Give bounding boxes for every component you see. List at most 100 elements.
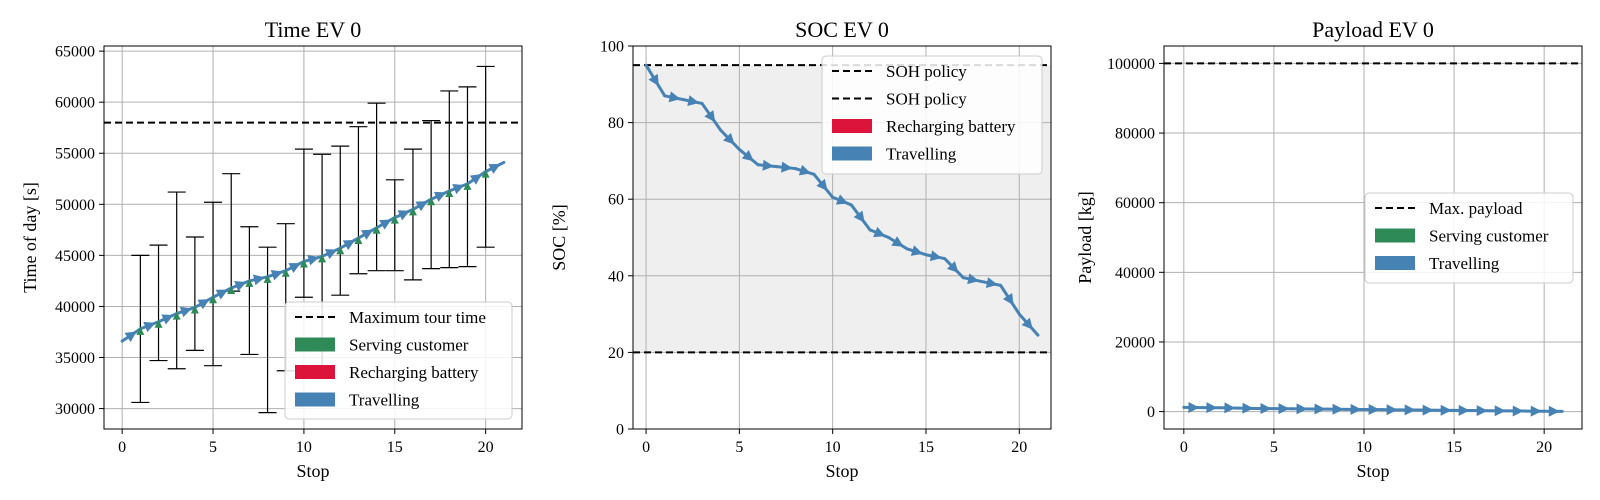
- travel-arrow: [452, 183, 465, 195]
- legend-label: Travelling: [349, 391, 420, 410]
- serve-arrow: [172, 311, 181, 320]
- legend-patch-key: [1375, 228, 1415, 243]
- travel-arrow: [967, 273, 980, 285]
- travel-arrow: [252, 274, 265, 286]
- y-axis-label: SOC [%]: [549, 204, 569, 271]
- x-axis-label: Stop: [825, 461, 858, 481]
- legend-label: Serving customer: [1429, 227, 1549, 246]
- serve-arrow: [445, 189, 454, 198]
- travel-arrow: [143, 321, 156, 333]
- travel-arrow: [270, 269, 283, 281]
- legend: Max. payload Serving customer Travelling: [1364, 192, 1574, 284]
- y-tick-label: 20: [608, 345, 624, 362]
- travel-arrow: [1002, 293, 1014, 306]
- y-tick-label: 60: [608, 192, 624, 209]
- serve-arrow: [154, 319, 163, 328]
- chart-title: Payload EV 0: [1312, 17, 1434, 42]
- y-tick-label: 100: [600, 39, 624, 56]
- travel-arrow: [179, 306, 193, 318]
- y-tick-label: 0: [1147, 404, 1155, 421]
- legend-patch-key: [1375, 256, 1415, 270]
- travel-arrow: [1188, 401, 1200, 413]
- serve-arrow: [408, 207, 417, 216]
- travel-arrow: [469, 174, 483, 185]
- travel-arrow: [1296, 403, 1308, 415]
- travel-arrow: [687, 95, 700, 107]
- travel-arrow: [488, 164, 501, 174]
- serve-arrow: [263, 274, 272, 283]
- legend-patch-key: [832, 119, 872, 133]
- travel-arrow: [161, 314, 174, 325]
- travel-arrow: [324, 249, 338, 260]
- x-tick-label: 5: [209, 439, 217, 456]
- y-tick-label: 20000: [1115, 334, 1155, 351]
- y-axis-label: Time of day [s]: [20, 182, 40, 293]
- serve-arrow: [463, 181, 472, 190]
- travel-arrow: [433, 191, 447, 202]
- travel-arrow: [1278, 403, 1290, 415]
- travel-arrow: [762, 159, 774, 171]
- travel-arrow: [704, 110, 716, 123]
- y-tick-label: 40000: [1115, 265, 1155, 282]
- serve-arrow: [427, 197, 436, 206]
- axes-frame: [1163, 45, 1583, 430]
- x-tick-label: 5: [735, 439, 743, 456]
- x-tick-label: 20: [1536, 439, 1552, 456]
- serve-arrow: [136, 326, 145, 335]
- serve-arrow: [481, 169, 490, 178]
- travel-arrow: [853, 210, 865, 223]
- x-tick-label: 20: [478, 439, 494, 456]
- x-tick-label: 15: [1446, 439, 1462, 456]
- travel-arrow: [397, 210, 410, 221]
- travel-arrow: [648, 73, 659, 87]
- y-axis-label: Payload [kg]: [1075, 191, 1095, 283]
- travel-arrow: [288, 263, 301, 273]
- travel-arrow: [1314, 403, 1326, 415]
- legend-label: SOH policy: [886, 90, 967, 109]
- travel-arrow: [1530, 405, 1542, 417]
- travel-arrow: [723, 132, 735, 145]
- x-tick-label: 0: [118, 439, 126, 456]
- travel-arrow: [946, 261, 959, 273]
- travel-arrow: [668, 91, 681, 103]
- serve-arrow: [209, 295, 218, 304]
- travel-arrow: [816, 178, 828, 191]
- legend-label: Recharging battery: [349, 363, 479, 382]
- travel-arrow: [1440, 404, 1452, 416]
- travel-arrow: [1368, 404, 1380, 416]
- x-tick-label: 10: [825, 439, 841, 456]
- serve-arrow: [190, 305, 199, 314]
- y-tick-label: 60000: [1115, 195, 1155, 212]
- travel-arrow: [835, 194, 849, 205]
- travel-arrow: [1458, 404, 1470, 416]
- travel-arrow: [781, 161, 793, 173]
- y-tick-label: 55000: [55, 146, 95, 163]
- x-axis-label: Stop: [1356, 461, 1389, 481]
- travel-arrow: [1386, 404, 1398, 416]
- chart-panel-1: 0 5 10 15 20 30000 35000 40000 45000 50000 55000 60…: [20, 17, 523, 481]
- chart-panel-3: 0 5 10 15 20 0 20000 40000 60000 80000 100000 Paylo…: [1075, 17, 1583, 481]
- travel-arrow: [234, 280, 247, 292]
- travel-arrow: [215, 289, 229, 300]
- serve-arrow: [336, 246, 345, 255]
- serve-arrow: [227, 286, 236, 295]
- y-tick-label: 45000: [55, 248, 95, 265]
- travel-arrow: [1548, 405, 1560, 417]
- travel-arrow: [360, 229, 374, 240]
- chart-title: Time EV 0: [265, 17, 362, 42]
- x-axis-label: Stop: [296, 461, 329, 481]
- legend-label: SOH policy: [886, 62, 967, 81]
- travel-arrow: [342, 239, 356, 251]
- travel-arrow: [307, 254, 320, 266]
- y-tick-label: 50000: [55, 197, 95, 214]
- travel-arrow: [415, 201, 428, 212]
- legend-label: Travelling: [886, 145, 957, 164]
- travel-arrow: [1422, 404, 1434, 416]
- legend-patch-key: [832, 146, 872, 161]
- legend-patch-key: [295, 365, 335, 379]
- x-tick-label: 0: [1180, 439, 1188, 456]
- y-tick-label: 40000: [55, 299, 95, 316]
- y-tick-label: 30000: [55, 401, 95, 418]
- legend: SOH policy SOH policy Recharging battery Tr…: [821, 55, 1043, 175]
